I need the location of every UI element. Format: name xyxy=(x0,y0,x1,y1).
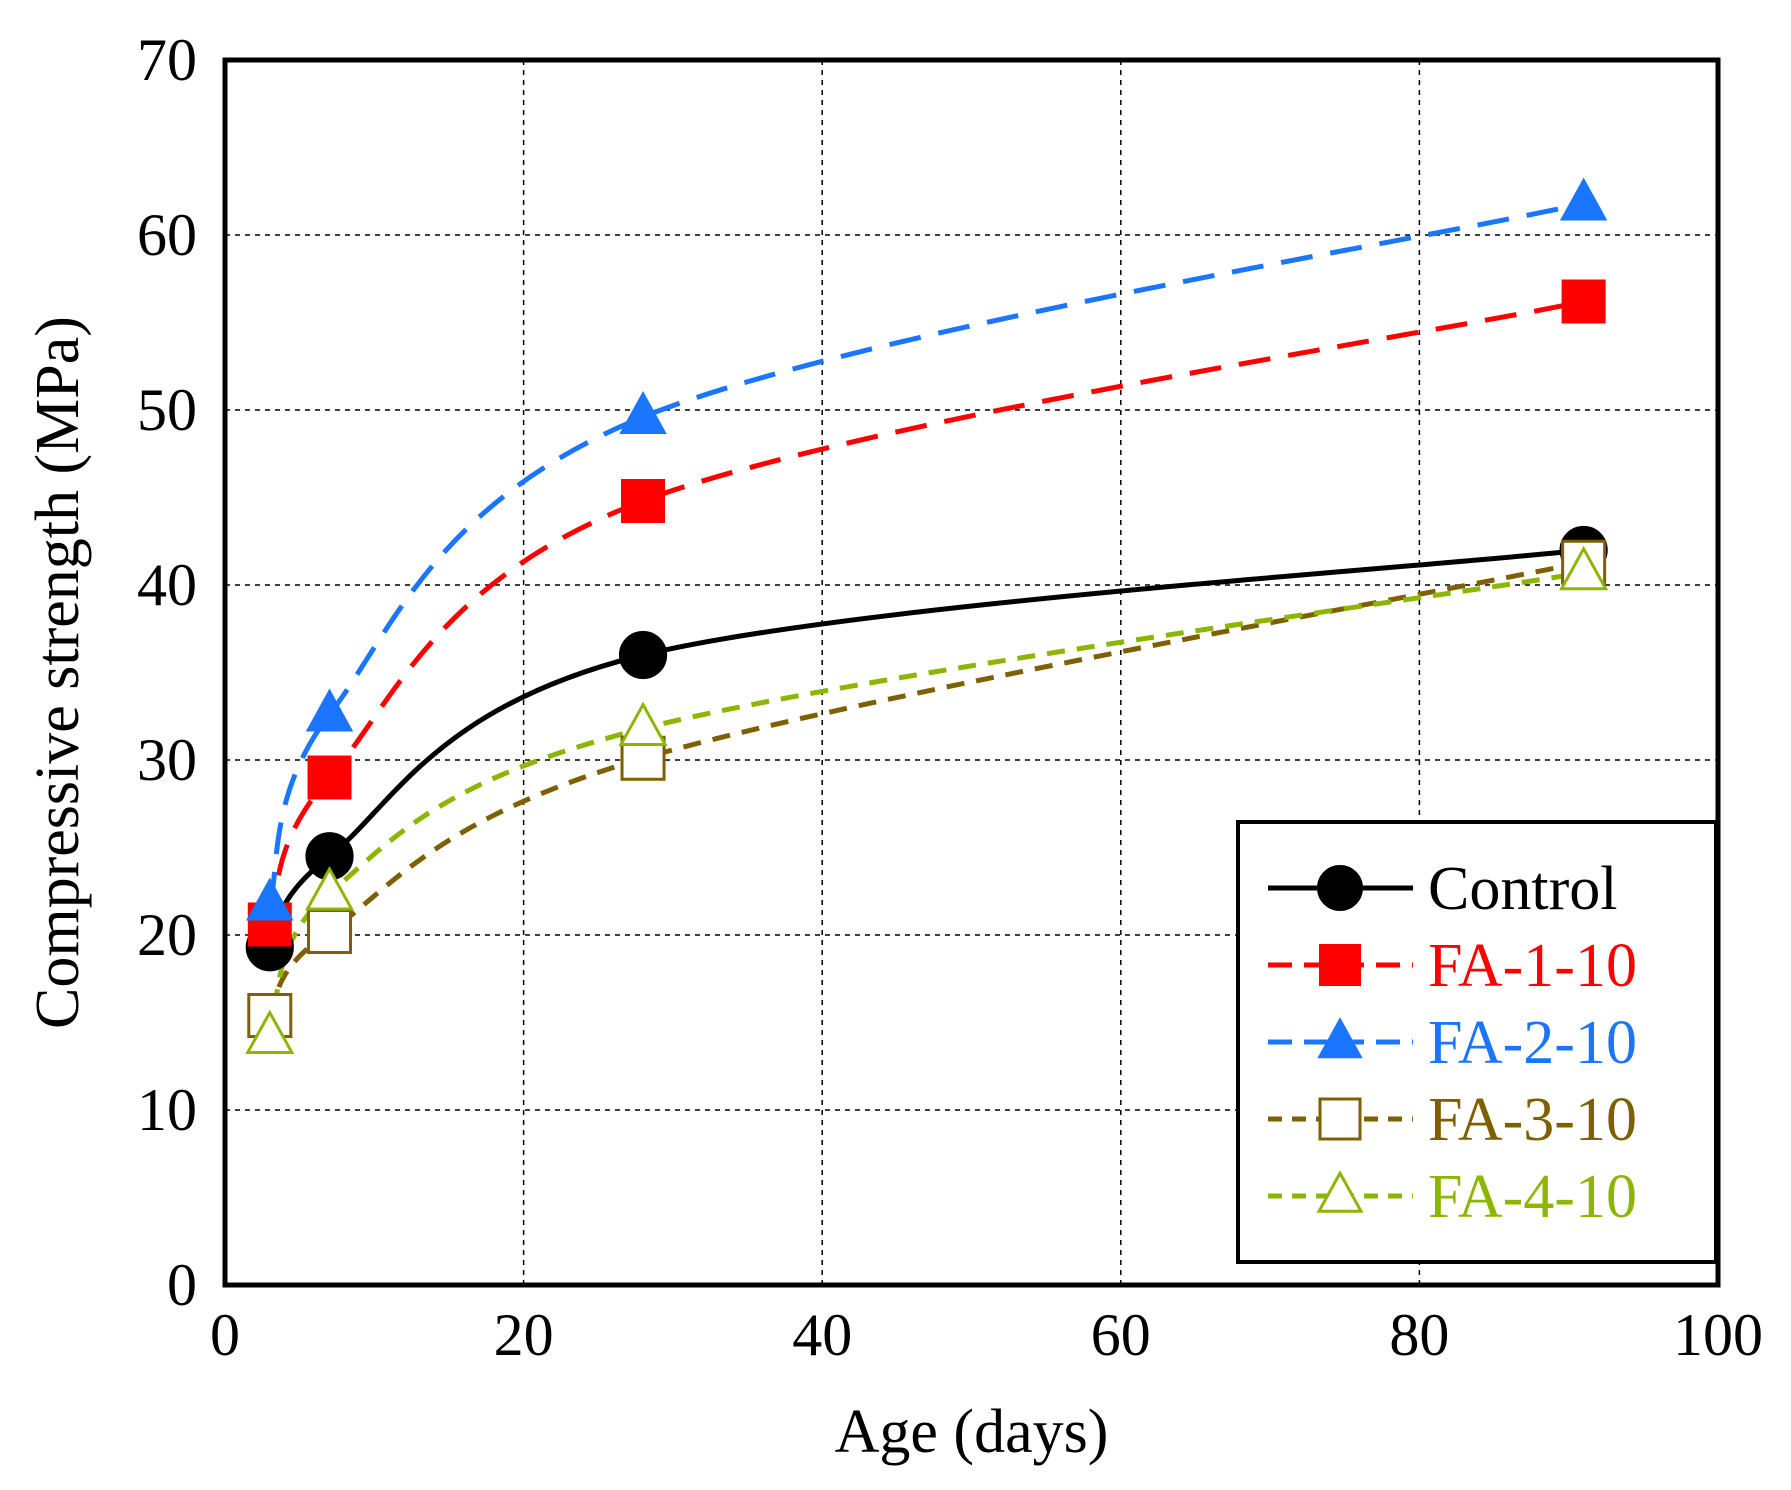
y-tick-label: 10 xyxy=(137,1077,197,1143)
data-point-fa-2-10 xyxy=(246,877,294,921)
series-line-fa-4-10 xyxy=(267,570,1585,1038)
data-point-fa-4-10 xyxy=(1559,545,1609,591)
data-point-fa-1-10 xyxy=(621,479,666,523)
legend-marker xyxy=(1317,865,1363,911)
data-point-fa-1-10 xyxy=(1561,279,1606,324)
series-line-fa-2-10 xyxy=(267,201,1585,905)
y-tick-label: 20 xyxy=(137,902,197,968)
y-axis-title: Compressive strength (MPa) xyxy=(24,316,92,1029)
y-tick-label: 30 xyxy=(137,727,197,793)
data-point-control xyxy=(618,630,668,680)
legend-marker xyxy=(1316,1170,1364,1213)
x-tick-label: 60 xyxy=(1091,1302,1151,1368)
y-tick-label: 0 xyxy=(167,1252,197,1318)
legend-label: Control xyxy=(1428,855,1617,923)
y-tick-label: 50 xyxy=(137,377,197,443)
legend-marker xyxy=(1318,1097,1362,1141)
data-point-fa-4-10 xyxy=(304,865,355,911)
y-tick-label: 40 xyxy=(137,552,197,618)
legend-marker xyxy=(1317,1017,1363,1059)
data-point-fa-1-10 xyxy=(307,755,352,800)
plot-frame xyxy=(222,57,1721,1288)
legend-label: FA-3-10 xyxy=(1428,1086,1637,1154)
legend: Control FA-1-10 FA-2-10 FA-3-10 FA-4-10 xyxy=(1236,820,1718,1264)
data-point-fa-4-10 xyxy=(618,701,668,746)
x-axis-title: Age (days) xyxy=(835,1398,1109,1466)
x-tick-label: 40 xyxy=(792,1302,852,1368)
legend-label: FA-4-10 xyxy=(1428,1163,1637,1231)
y-tick-label: 60 xyxy=(137,202,197,268)
series-markers xyxy=(245,177,1609,1054)
data-point-fa-2-10 xyxy=(1559,177,1608,221)
x-tick-label: 20 xyxy=(494,1302,554,1368)
legend-label: FA-2-10 xyxy=(1428,1009,1637,1077)
tick-labels: 0 20 40 60 80 100 0 10 20 30 40 50 60 70 xyxy=(137,27,1763,1368)
data-point-fa-2-10 xyxy=(305,688,354,732)
series-line-fa-1-10 xyxy=(267,299,1585,926)
y-tick-label: 70 xyxy=(137,27,197,93)
legend-marker xyxy=(1319,944,1361,986)
x-tick-label: 100 xyxy=(1673,1302,1763,1368)
data-point-fa-4-10 xyxy=(245,1009,295,1054)
data-point-fa-3-10 xyxy=(307,909,353,954)
data-point-fa-2-10 xyxy=(619,390,667,434)
x-tick-label: 80 xyxy=(1389,1302,1449,1368)
x-tick-label: 0 xyxy=(210,1302,240,1368)
legend-label: FA-1-10 xyxy=(1428,932,1637,1000)
